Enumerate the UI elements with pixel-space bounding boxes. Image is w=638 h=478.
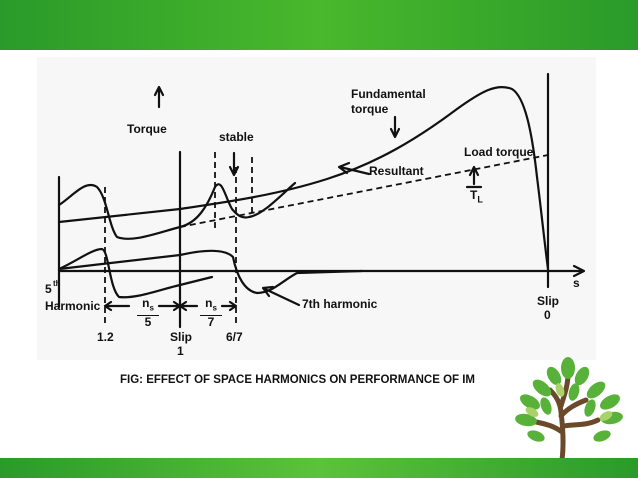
ns5-left-arrow bbox=[103, 300, 131, 312]
ns7-left-arrow bbox=[178, 300, 199, 312]
tick-1-2-label: 1.2 bbox=[97, 330, 114, 344]
tree-leaves bbox=[515, 357, 623, 442]
s-axis-label: s bbox=[573, 276, 580, 290]
slip-zero-value: 0 bbox=[544, 308, 551, 322]
slip-zero-word: Slip bbox=[537, 294, 560, 308]
fundamental-label-line1: Fundamental bbox=[351, 87, 426, 101]
seventh-harmonic-pointer-head bbox=[261, 285, 275, 298]
ns7-right-arrow bbox=[220, 300, 238, 312]
ns5-n: n bbox=[142, 296, 150, 310]
fifth-number: 5 bbox=[45, 282, 52, 296]
fifth-harmonic-curve bbox=[57, 247, 214, 299]
top-green-band bbox=[0, 0, 638, 50]
resultant-pointer bbox=[338, 165, 371, 176]
load-torque-gap-arrow-head bbox=[468, 165, 480, 177]
torque-label: Torque bbox=[127, 122, 167, 136]
seventh-harmonic-pointer bbox=[263, 287, 301, 307]
load-torque-line bbox=[179, 154, 549, 228]
torque-slip-diagram bbox=[57, 72, 586, 329]
tl-sub: L bbox=[477, 194, 483, 205]
tree-trunk bbox=[533, 371, 601, 460]
tl-label: TL bbox=[470, 189, 483, 206]
fifth-harmonic-number: 5 bbox=[45, 283, 52, 296]
ns5-denominator: 5 bbox=[144, 315, 152, 330]
torque-arrow-head bbox=[153, 85, 165, 97]
harmonic-label: Harmonic bbox=[45, 299, 101, 313]
slip-axis-arrowhead bbox=[572, 264, 586, 278]
ns7-n: n bbox=[205, 296, 213, 310]
ns7-denominator: 7 bbox=[207, 315, 215, 330]
resultant-label: Resultant bbox=[369, 164, 424, 178]
resultant-torque-curve bbox=[57, 181, 297, 240]
seventh-harmonic-curve bbox=[57, 249, 364, 295]
torque-slip-figure: Torque stable Fundamental torque Resulta… bbox=[37, 57, 596, 360]
fifth-harmonic-superscript: th bbox=[53, 279, 61, 288]
stable-label: stable bbox=[219, 130, 254, 144]
load-torque-label: Load torque bbox=[464, 145, 534, 159]
tick-6-7-label: 6/7 bbox=[226, 330, 243, 344]
fundamental-torque-curve bbox=[57, 85, 550, 271]
ns-over-7-label: ns 7 bbox=[200, 297, 222, 329]
tree-leaf-highlights bbox=[525, 383, 613, 421]
bottom-green-band bbox=[0, 458, 638, 478]
fundamental-label-line2: torque bbox=[351, 102, 389, 116]
figure-caption: FIG: EFFECT OF SPACE HARMONICS ON PERFOR… bbox=[120, 374, 476, 386]
tl-main: T bbox=[470, 188, 478, 202]
ns5-s: s bbox=[149, 303, 154, 313]
resultant-pointer-head bbox=[337, 161, 351, 175]
ns7-s: s bbox=[212, 303, 217, 313]
ns5-right-arrow bbox=[157, 300, 182, 312]
tree-illustration bbox=[515, 357, 623, 460]
slip-one-word: Slip bbox=[170, 330, 193, 344]
slip-one-value: 1 bbox=[177, 344, 184, 358]
fundamental-pointer-head bbox=[389, 127, 401, 139]
seventh-harmonic-label: 7th harmonic bbox=[302, 297, 378, 311]
ns-over-5-label: ns 5 bbox=[137, 297, 159, 329]
